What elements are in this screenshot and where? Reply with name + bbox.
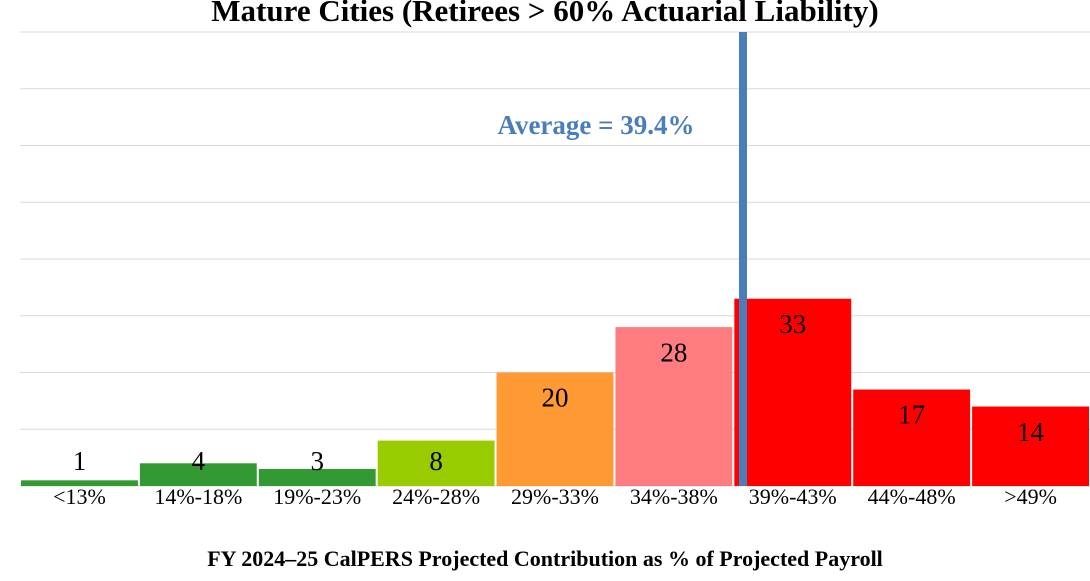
x-tick-label: >49%	[1004, 484, 1057, 509]
data-label: 20	[542, 383, 569, 413]
bar	[21, 480, 138, 486]
data-label: 14	[1017, 417, 1045, 447]
x-tick-label: 44%-48%	[868, 484, 956, 509]
data-label: 17	[898, 400, 925, 430]
data-label: 28	[660, 337, 687, 367]
data-label: 1	[73, 446, 87, 476]
data-label: 8	[429, 446, 443, 476]
x-tick-label: <13%	[53, 484, 106, 509]
bar	[377, 440, 495, 486]
x-tick-label: 39%-43%	[749, 484, 837, 509]
bar	[139, 463, 257, 486]
average-line	[739, 32, 747, 486]
bar	[972, 406, 1089, 486]
data-label: 3	[310, 446, 324, 476]
bar	[615, 327, 733, 486]
x-tick-label: 29%-33%	[511, 484, 599, 509]
data-label: 33	[779, 309, 806, 339]
data-label: 4	[192, 446, 206, 476]
bars	[21, 298, 1089, 486]
bar	[496, 372, 614, 486]
x-tick-label: 34%-38%	[630, 484, 718, 509]
bar	[853, 389, 971, 486]
x-tick-label: 19%-23%	[273, 484, 361, 509]
x-tick-label: 24%-28%	[392, 484, 480, 509]
average-annotation: Average = 39.4%	[497, 110, 694, 140]
x-axis-label: FY 2024–25 CalPERS Projected Contributio…	[207, 546, 883, 571]
x-tick-label: 14%-18%	[154, 484, 242, 509]
bar	[258, 468, 376, 486]
bar	[734, 298, 852, 486]
grid	[20, 31, 1090, 487]
chart-title: Mature Cities (Retirees > 60% Actuarial …	[211, 0, 878, 28]
